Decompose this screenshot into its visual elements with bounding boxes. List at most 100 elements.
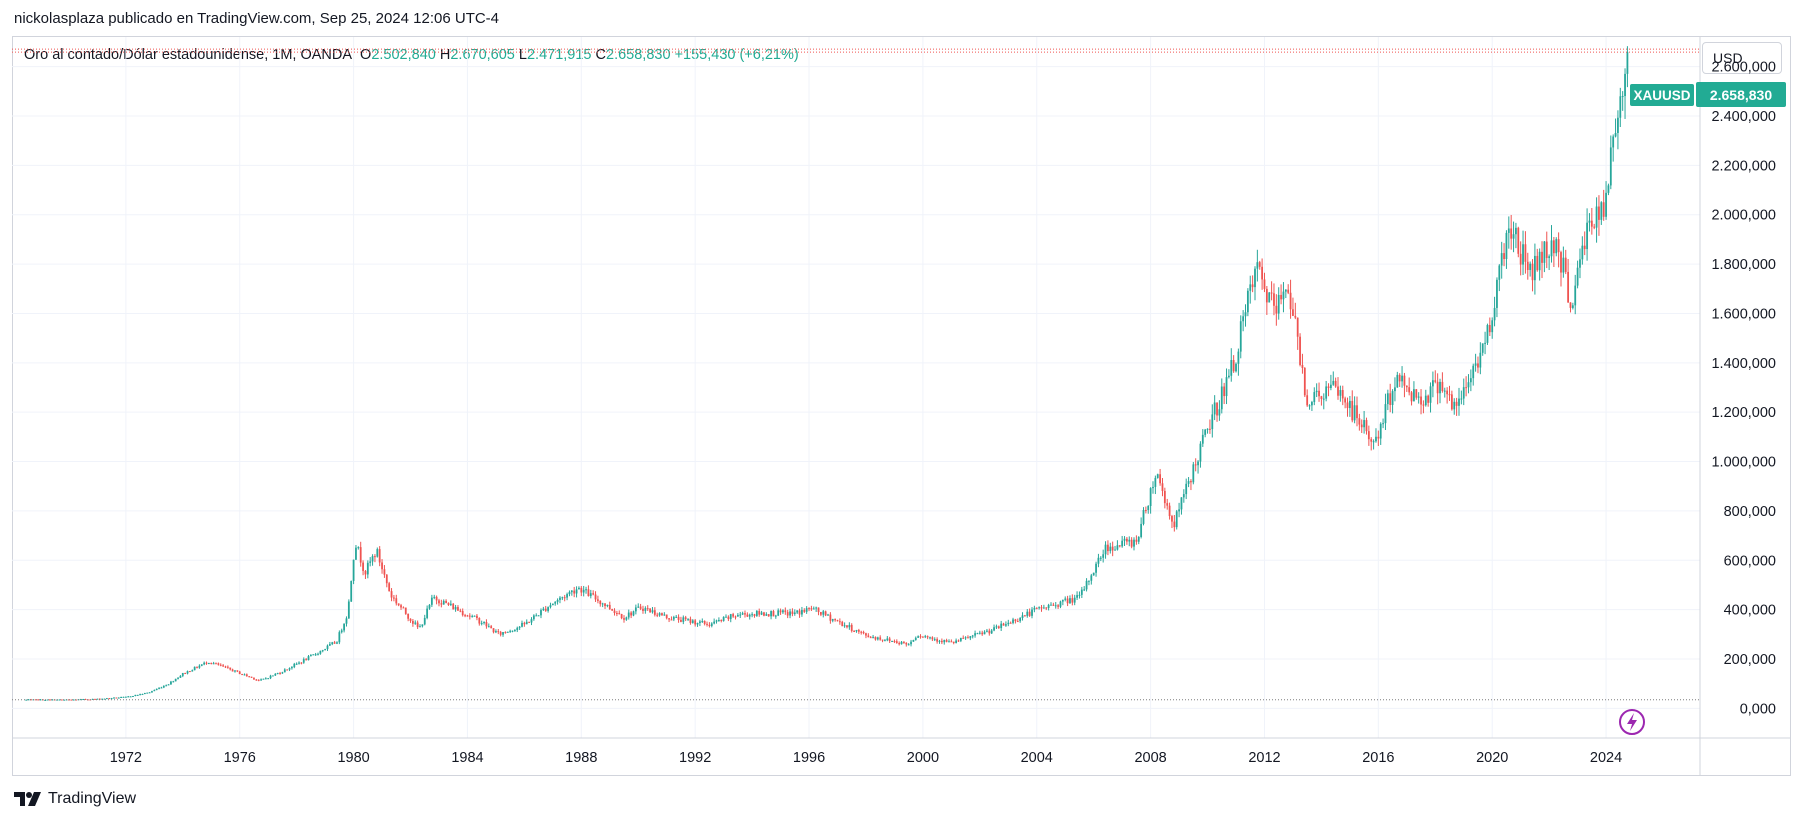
currency-button[interactable]: USD [1702, 42, 1782, 74]
candle-body [82, 699, 85, 701]
candle-body [687, 618, 689, 620]
candle-body [101, 698, 104, 700]
candle-body [841, 621, 844, 627]
candle-body [1491, 320, 1494, 333]
candle-body [243, 674, 246, 676]
candle-body [1069, 598, 1071, 604]
candle-body [1458, 398, 1460, 406]
candle-body [760, 612, 763, 615]
candle-body [1486, 325, 1489, 343]
candle-body [1021, 615, 1024, 618]
candle-body [288, 668, 291, 670]
y-tick-label: 200,000 [1724, 652, 1776, 668]
candle-body [903, 641, 905, 643]
candle-body [741, 613, 744, 615]
candle-body [547, 607, 549, 611]
candle-body [44, 699, 47, 701]
candle-body [1515, 227, 1517, 235]
candle-body [255, 679, 258, 681]
candle-body [305, 659, 308, 661]
candle-body [1379, 423, 1382, 439]
x-tick-label: 1980 [337, 750, 369, 766]
price-chart[interactable]: 0,000 200,000 400,000 600,000 800,000 1.000,0… [0, 0, 1806, 790]
candle-body [936, 639, 939, 642]
candle-body [1294, 315, 1297, 318]
candle-body [677, 616, 680, 620]
x-tick-label: 1972 [110, 750, 142, 766]
candle-body [544, 608, 547, 611]
candle-body [933, 639, 936, 641]
candle-body [1512, 234, 1515, 239]
candle-body [1346, 402, 1349, 409]
candle-body [551, 603, 554, 606]
candle-body [997, 626, 1000, 629]
candle-body [1446, 390, 1449, 395]
candle-body [929, 637, 931, 639]
candle-body [976, 633, 979, 635]
candle-body [400, 605, 402, 608]
candle-body [1619, 96, 1622, 118]
candle-body [1166, 503, 1169, 506]
candle-body [516, 627, 519, 631]
candle-body [1598, 206, 1600, 220]
candle-body [587, 589, 590, 597]
candle-body [39, 699, 42, 701]
candle-body [338, 632, 341, 643]
candle-body [993, 627, 995, 631]
candle-body [245, 674, 248, 677]
candle-body [1133, 539, 1135, 547]
candle-body [1396, 374, 1399, 388]
candle-body [428, 604, 431, 609]
candle-body [910, 641, 912, 645]
candle-body [350, 580, 353, 602]
candle-body [383, 569, 386, 575]
candle-body [891, 640, 893, 642]
candle-body [355, 547, 357, 560]
candle-body [898, 643, 901, 645]
x-tick-label: 2020 [1476, 750, 1508, 766]
x-tick-label: 1996 [793, 750, 825, 766]
candle-body [1142, 510, 1145, 524]
candle-body [276, 673, 279, 675]
candle-body [1365, 420, 1368, 432]
y-tick-label: 1.600,000 [1711, 306, 1776, 322]
candle-body [1265, 288, 1268, 303]
candle-body [1249, 284, 1252, 291]
candle-body [1602, 202, 1605, 217]
candle-body [1581, 245, 1584, 260]
candle-body [1351, 400, 1354, 421]
candle-body [644, 608, 647, 611]
candle-body [476, 615, 478, 619]
candle-body [1496, 279, 1498, 308]
candle-body [1054, 605, 1057, 607]
candle-body [1111, 546, 1114, 551]
candle-body [1327, 386, 1330, 388]
candle-body [459, 610, 462, 612]
candle-body [262, 678, 265, 680]
candle-body [136, 694, 139, 696]
candle-body [224, 666, 227, 668]
candle-body [1465, 387, 1468, 389]
candle-body [744, 613, 746, 615]
candle-body [627, 612, 630, 618]
candle-body [1163, 490, 1166, 504]
candle-body [468, 615, 471, 617]
candle-body [1329, 384, 1332, 388]
candle-body [1251, 284, 1254, 288]
candle-body [1370, 439, 1373, 442]
lightning-icon[interactable] [1619, 709, 1645, 735]
candle-body [694, 620, 697, 625]
candle-body [815, 607, 818, 609]
candle-body [172, 681, 175, 683]
candle-body [706, 623, 708, 625]
candle-body [1073, 597, 1076, 603]
candle-body [314, 654, 317, 656]
candle-body [639, 606, 642, 609]
candle-body [1583, 245, 1586, 250]
brand-footer: TradingView [14, 790, 136, 808]
x-tick-label: 2004 [1021, 750, 1053, 766]
candle-body [886, 638, 889, 641]
candle-body [1318, 390, 1320, 397]
candle-body [122, 696, 125, 698]
candle-body [440, 603, 443, 605]
